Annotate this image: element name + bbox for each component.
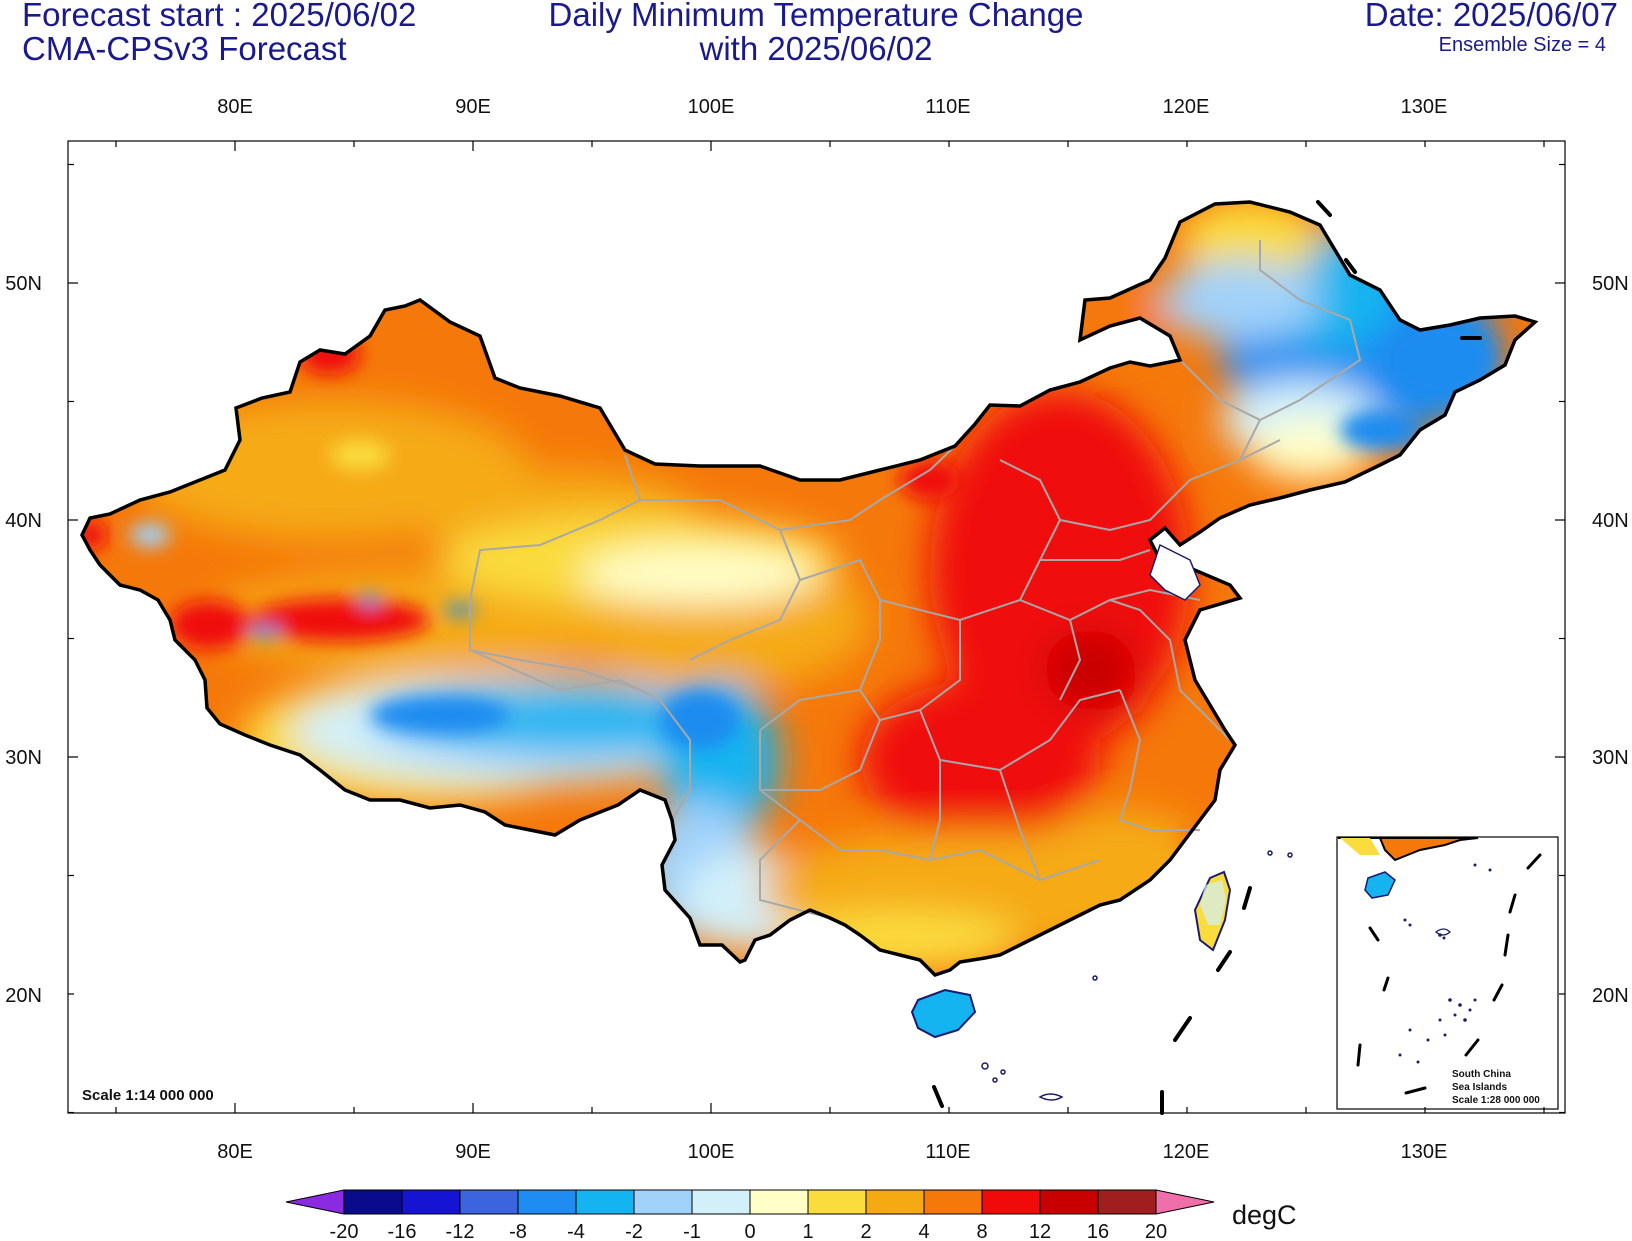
colorbar-label: -16 (388, 1221, 417, 1241)
colorbar-swatch (459, 1189, 519, 1215)
lon-label-bottom: 110E (925, 1141, 970, 1163)
valid-date-label: Date: 2025/06/07 (1364, 0, 1618, 33)
lon-label-bottom: 90E (455, 1141, 491, 1163)
colorbar-label: -1 (683, 1221, 701, 1241)
colorbar-label: -12 (446, 1221, 475, 1241)
ensemble-size-label: Ensemble Size = 4 (1438, 34, 1606, 56)
colorbar-swatch (807, 1189, 867, 1215)
lat-label-left: 20N (5, 985, 42, 1007)
colorbar-swatch (401, 1189, 461, 1215)
colorbar-under-arrow (285, 1189, 345, 1215)
forecast-start-label: Forecast start : 2025/06/02 (22, 0, 417, 33)
model-label: CMA-CPSv3 Forecast (22, 30, 347, 67)
colorbar-swatch (343, 1189, 403, 1215)
lat-label-right: 30N (1592, 747, 1629, 769)
small-islands (981, 850, 1293, 1101)
colorbar-swatch (517, 1189, 577, 1215)
hainan-island (910, 988, 977, 1039)
colorbar-label: -8 (509, 1221, 527, 1241)
colorbar-label: 8 (976, 1221, 987, 1241)
lon-label-top: 90E (455, 96, 491, 118)
colorbar-swatch (749, 1189, 809, 1215)
colorbar-unit-label: degC (1232, 1200, 1297, 1230)
inset-label-line2: Sea Islands (1452, 1082, 1507, 1093)
colorbar-over-arrow (1155, 1189, 1215, 1215)
colorbar-label: -2 (625, 1221, 643, 1241)
colorbar-label: 2 (860, 1221, 871, 1241)
lat-label-left: 30N (5, 747, 42, 769)
lon-label-top: 130E (1401, 96, 1448, 118)
colorbar: -20 -16 -12 -8 -4 -2 -1 0 1 2 4 8 12 16 20 (285, 1189, 1215, 1241)
colorbar-label: 1 (802, 1221, 813, 1241)
map-title: Daily Minimum Temperature Change (548, 0, 1084, 33)
south-china-sea-inset: South China Sea Islands Scale 1:28 000 0… (1336, 836, 1559, 1110)
colorbar-label: 4 (918, 1221, 929, 1241)
axis-ticks (68, 141, 1565, 1114)
lat-label-left: 40N (5, 510, 42, 532)
lon-label-bottom: 120E (1163, 1141, 1210, 1163)
province-boundaries (469, 240, 1362, 919)
lat-label-right: 20N (1592, 985, 1629, 1007)
colorbar-label: 20 (1145, 1221, 1167, 1241)
lat-label-left: 50N (5, 273, 42, 295)
axis-tick-labels: 80E 80E 90E 90E 100E 100E 110E 110E 120E 120E 130E… (5, 96, 1628, 1163)
inset-scale-label: Scale 1:28 000 000 (1452, 1095, 1540, 1106)
colorbar-label: -4 (567, 1221, 585, 1241)
colorbar-swatch (633, 1189, 693, 1215)
lon-label-top: 100E (688, 96, 735, 118)
inset-label-line1: South China (1452, 1069, 1511, 1080)
colorbar-swatch (1039, 1189, 1099, 1215)
lon-label-bottom: 80E (217, 1141, 253, 1163)
colorbar-swatch (923, 1189, 983, 1215)
lon-label-top: 120E (1163, 96, 1210, 118)
colorbar-label: 12 (1029, 1221, 1051, 1241)
colorbar-swatch (865, 1189, 925, 1215)
bohai-bay (1149, 543, 1201, 601)
lat-label-right: 40N (1592, 510, 1629, 532)
map-subtitle: with 2025/06/02 (699, 30, 933, 67)
colorbar-label: 0 (744, 1221, 755, 1241)
lon-label-top: 80E (217, 96, 253, 118)
lon-label-bottom: 100E (688, 1141, 735, 1163)
lon-label-bottom: 130E (1401, 1141, 1448, 1163)
colorbar-swatch (981, 1189, 1041, 1215)
colorbar-label: 16 (1087, 1221, 1109, 1241)
lon-label-top: 110E (925, 96, 970, 118)
maritime-dashes (932, 200, 1482, 1115)
colorbar-swatch (575, 1189, 635, 1215)
map-scale-label: Scale 1:14 000 000 (82, 1087, 214, 1104)
colorbar-label: -20 (330, 1221, 359, 1241)
colorbar-swatch (1097, 1189, 1157, 1215)
lat-label-right: 50N (1592, 273, 1629, 295)
colorbar-swatch (691, 1189, 751, 1215)
